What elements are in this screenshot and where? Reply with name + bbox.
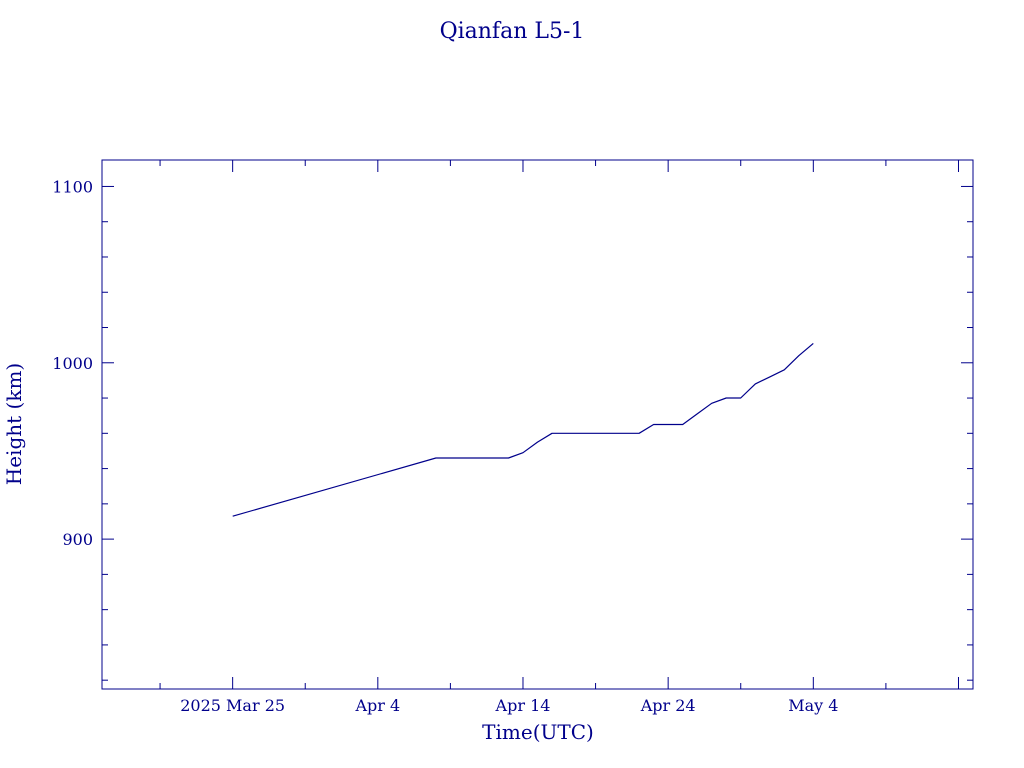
y-axis: 900 1000 1100 — [52, 177, 973, 681]
plot-frame — [101, 159, 974, 690]
chart-title: Qianfan L5-1 — [440, 19, 585, 44]
y-tick-label: 1000 — [52, 354, 93, 373]
x-tick-label: 2025 Mar 25 — [180, 696, 285, 715]
y-tick-label: 900 — [62, 530, 93, 549]
y-axis-label: Height (km) — [2, 363, 26, 485]
x-axis-label: Time(UTC) — [482, 720, 594, 744]
x-tick-label: Apr 14 — [495, 696, 551, 715]
x-tick-label: May 4 — [788, 696, 838, 715]
x-tick-label: Apr 24 — [640, 696, 696, 715]
height-series-line — [232, 342, 814, 517]
x-tick-label: Apr 4 — [354, 696, 400, 715]
y-tick-label: 1100 — [52, 177, 93, 196]
x-axis: 2025 Mar 25 Apr 4 Apr 14 Apr 24 May 4 — [159, 160, 959, 715]
